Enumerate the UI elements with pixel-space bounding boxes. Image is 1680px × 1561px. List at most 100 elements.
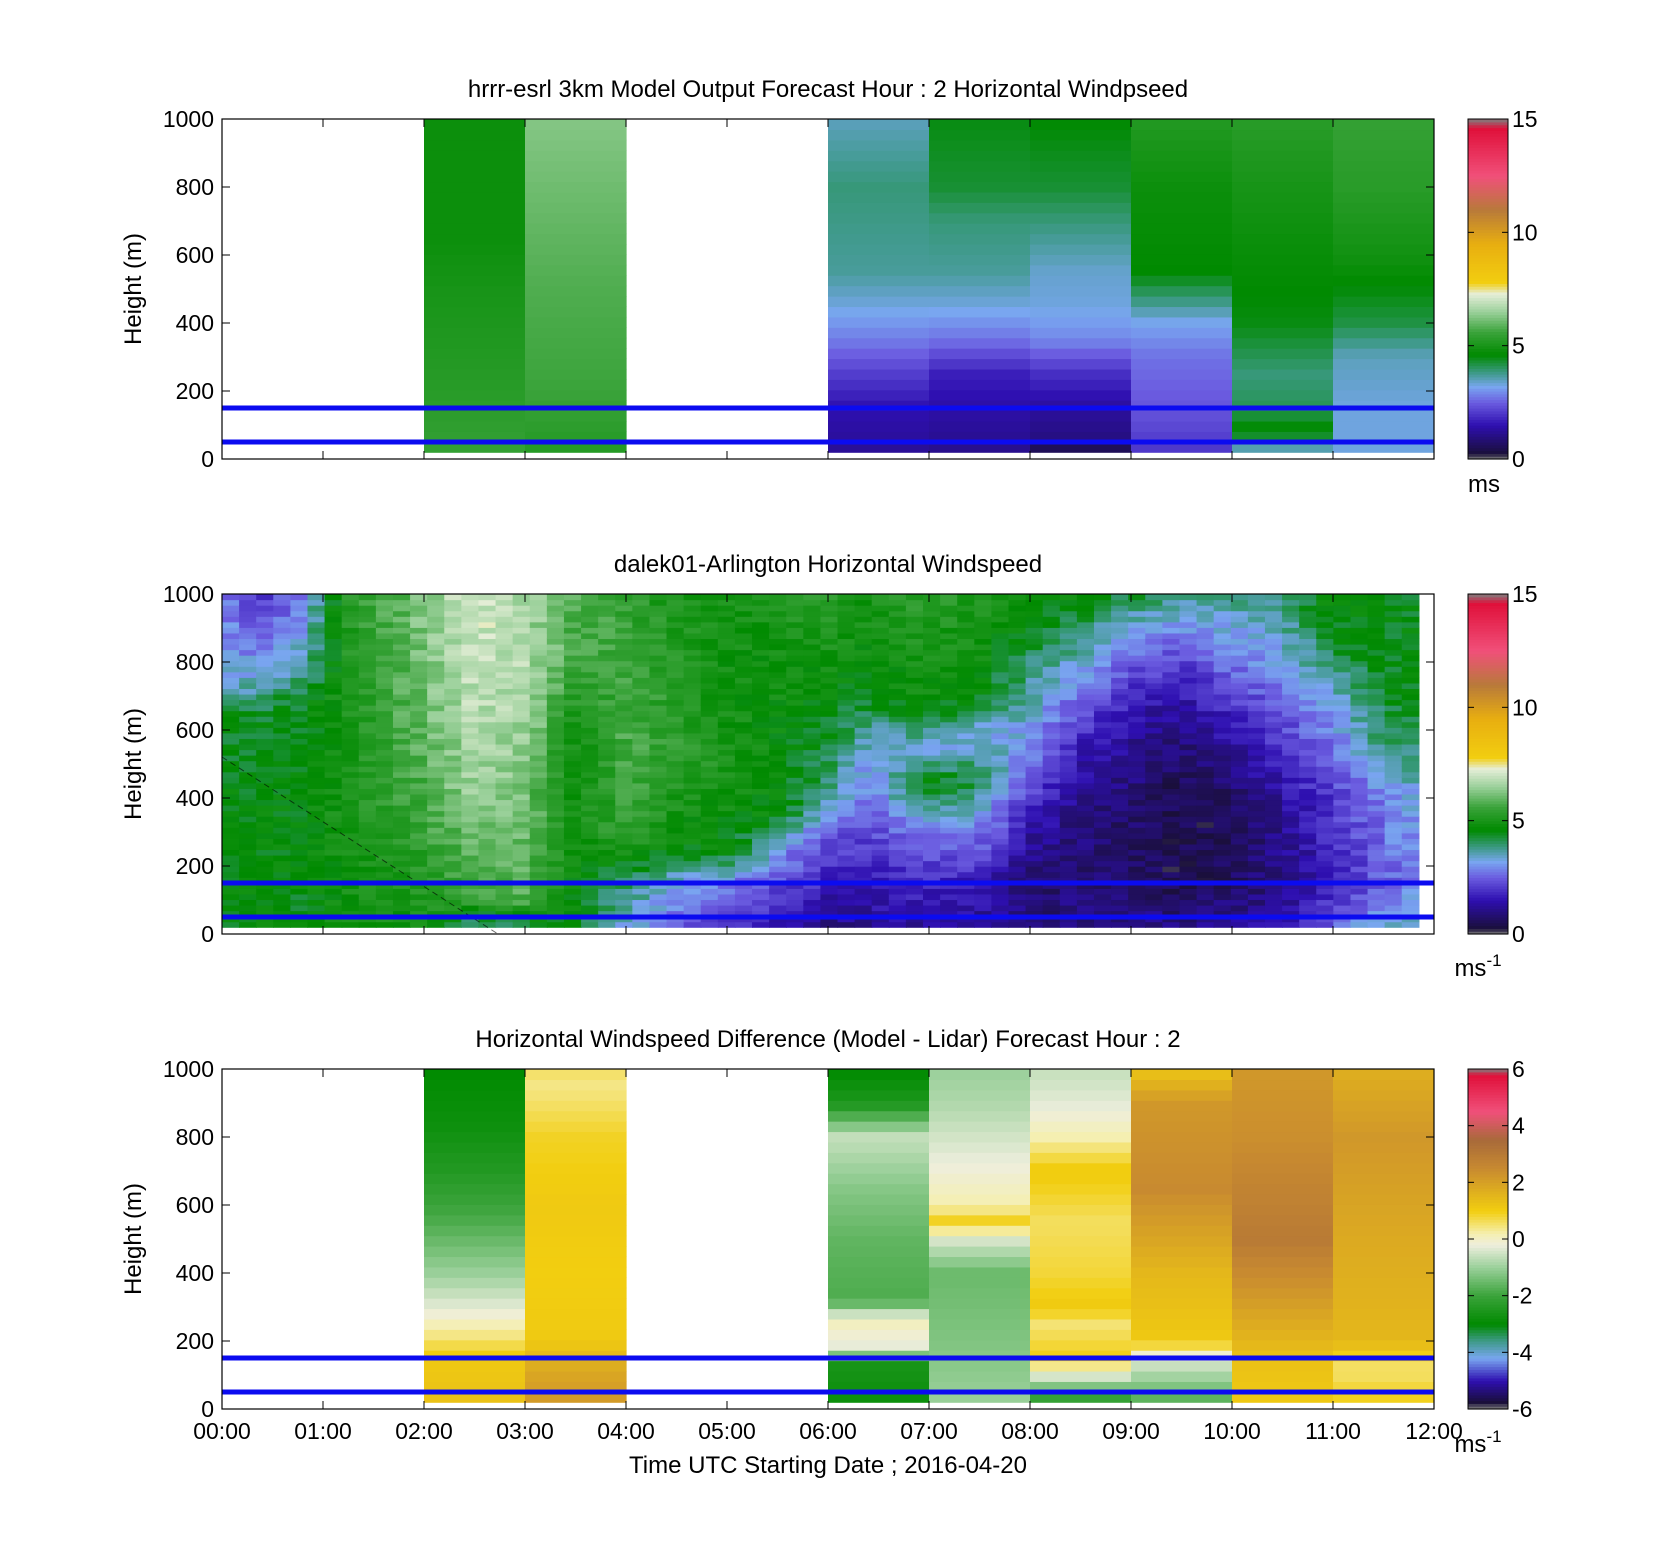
heatmap-cell — [1025, 655, 1044, 662]
heatmap-cell — [525, 202, 627, 214]
heatmap-cell — [1131, 233, 1233, 245]
heatmap-cell — [290, 805, 309, 812]
heatmap-cell — [563, 821, 582, 828]
colorbar-segment — [1468, 625, 1508, 629]
heatmap-cell — [929, 1204, 1031, 1216]
heatmap-cell — [341, 638, 360, 645]
heatmap-cell — [615, 843, 633, 851]
heatmap-cell — [1213, 805, 1232, 812]
heatmap-cell — [444, 893, 462, 901]
heatmap-cell — [717, 610, 736, 617]
heatmap-cell — [563, 921, 582, 928]
heatmap-cell — [632, 893, 651, 901]
heatmap-cell — [1042, 721, 1061, 728]
heatmap-cell — [1247, 716, 1266, 723]
heatmap-cell — [1128, 749, 1146, 756]
heatmap-cell — [495, 682, 514, 689]
heatmap-cell — [923, 799, 941, 806]
heatmap-cell — [1282, 705, 1300, 712]
heatmap-cell — [1299, 910, 1317, 917]
heatmap-cell — [974, 693, 993, 701]
heatmap-cell — [1333, 632, 1352, 640]
heatmap-cell — [324, 610, 343, 617]
heatmap-cell — [1162, 688, 1181, 695]
heatmap-cell — [495, 699, 514, 706]
heatmap-cell — [1196, 688, 1215, 695]
heatmap-cell — [1030, 1152, 1132, 1164]
heatmap-cell — [512, 721, 531, 728]
heatmap-cell — [1128, 649, 1146, 656]
heatmap-cell — [769, 610, 787, 617]
heatmap-cell — [1025, 660, 1044, 667]
heatmap-cell — [1401, 793, 1420, 801]
heatmap-cell — [929, 171, 1031, 183]
heatmap-cell — [1076, 843, 1095, 851]
heatmap-cell — [341, 793, 360, 801]
heatmap-cell — [786, 705, 804, 712]
heatmap-cell — [1299, 766, 1317, 773]
heatmap-cell — [1196, 682, 1215, 689]
heatmap-cell — [1025, 793, 1044, 801]
heatmap-cell — [324, 677, 343, 684]
heatmap-cell — [1196, 866, 1215, 873]
heatmap-cell — [923, 610, 941, 617]
heatmap-cell — [1213, 855, 1232, 862]
heatmap-cell — [717, 693, 736, 701]
heatmap-cell — [273, 699, 291, 706]
heatmap-cell — [1232, 243, 1334, 255]
heatmap-cell — [1008, 766, 1027, 773]
heatmap-cell — [512, 594, 531, 601]
heatmap-cell — [512, 904, 531, 912]
heatmap-cell — [940, 849, 958, 856]
heatmap-cell — [632, 638, 651, 645]
heatmap-cell — [1350, 649, 1369, 656]
heatmap-cell — [615, 638, 633, 645]
heatmap-cell — [769, 777, 787, 784]
heatmap-cell — [375, 893, 394, 901]
heatmap-cell — [375, 705, 394, 712]
heatmap-cell — [1282, 866, 1300, 873]
heatmap-cell — [1282, 738, 1300, 745]
heatmap-cell — [461, 838, 480, 845]
heatmap-cell — [803, 699, 822, 706]
heatmap-cell — [734, 888, 753, 895]
heatmap-cell — [444, 860, 462, 867]
colorbar-segment — [1468, 337, 1508, 341]
heatmap-cell — [546, 616, 565, 623]
heatmap-cell — [1025, 910, 1044, 917]
heatmap-cell — [563, 788, 582, 795]
heatmap-cell — [1367, 716, 1386, 723]
heatmap-cell — [717, 816, 736, 823]
heatmap-cell — [666, 727, 685, 734]
colorbar-segment — [1468, 221, 1508, 225]
heatmap-cell — [734, 594, 753, 601]
colorbar-segment — [1468, 908, 1508, 912]
heatmap-cell — [1230, 832, 1249, 839]
heatmap-cell — [734, 793, 753, 801]
heatmap-cell — [512, 788, 531, 795]
heatmap-cell — [871, 771, 890, 778]
heatmap-cell — [324, 738, 343, 745]
heatmap-cell — [717, 738, 736, 745]
heatmap-cell — [478, 821, 497, 828]
heatmap-cell — [581, 760, 599, 767]
heatmap-cell — [1008, 699, 1027, 706]
heatmap-cell — [1401, 805, 1420, 812]
heatmap-cell — [1162, 727, 1181, 734]
heatmap-cell — [307, 827, 326, 834]
heatmap-cell — [1128, 727, 1146, 734]
heatmap-cell — [427, 705, 445, 712]
heatmap-cell — [769, 893, 787, 901]
heatmap-cell — [222, 771, 240, 778]
heatmap-cell — [632, 743, 651, 751]
heatmap-cell — [854, 866, 873, 873]
heatmap-cell — [324, 904, 343, 912]
heatmap-cell — [461, 749, 480, 756]
heatmap-cell — [940, 899, 958, 906]
heatmap-cell — [1042, 655, 1061, 662]
heatmap-cell — [929, 160, 1031, 172]
heatmap-cell — [273, 693, 291, 701]
heatmap-cell — [1316, 743, 1334, 751]
heatmap-cell — [1179, 893, 1198, 901]
heatmap-cell — [1230, 843, 1249, 851]
